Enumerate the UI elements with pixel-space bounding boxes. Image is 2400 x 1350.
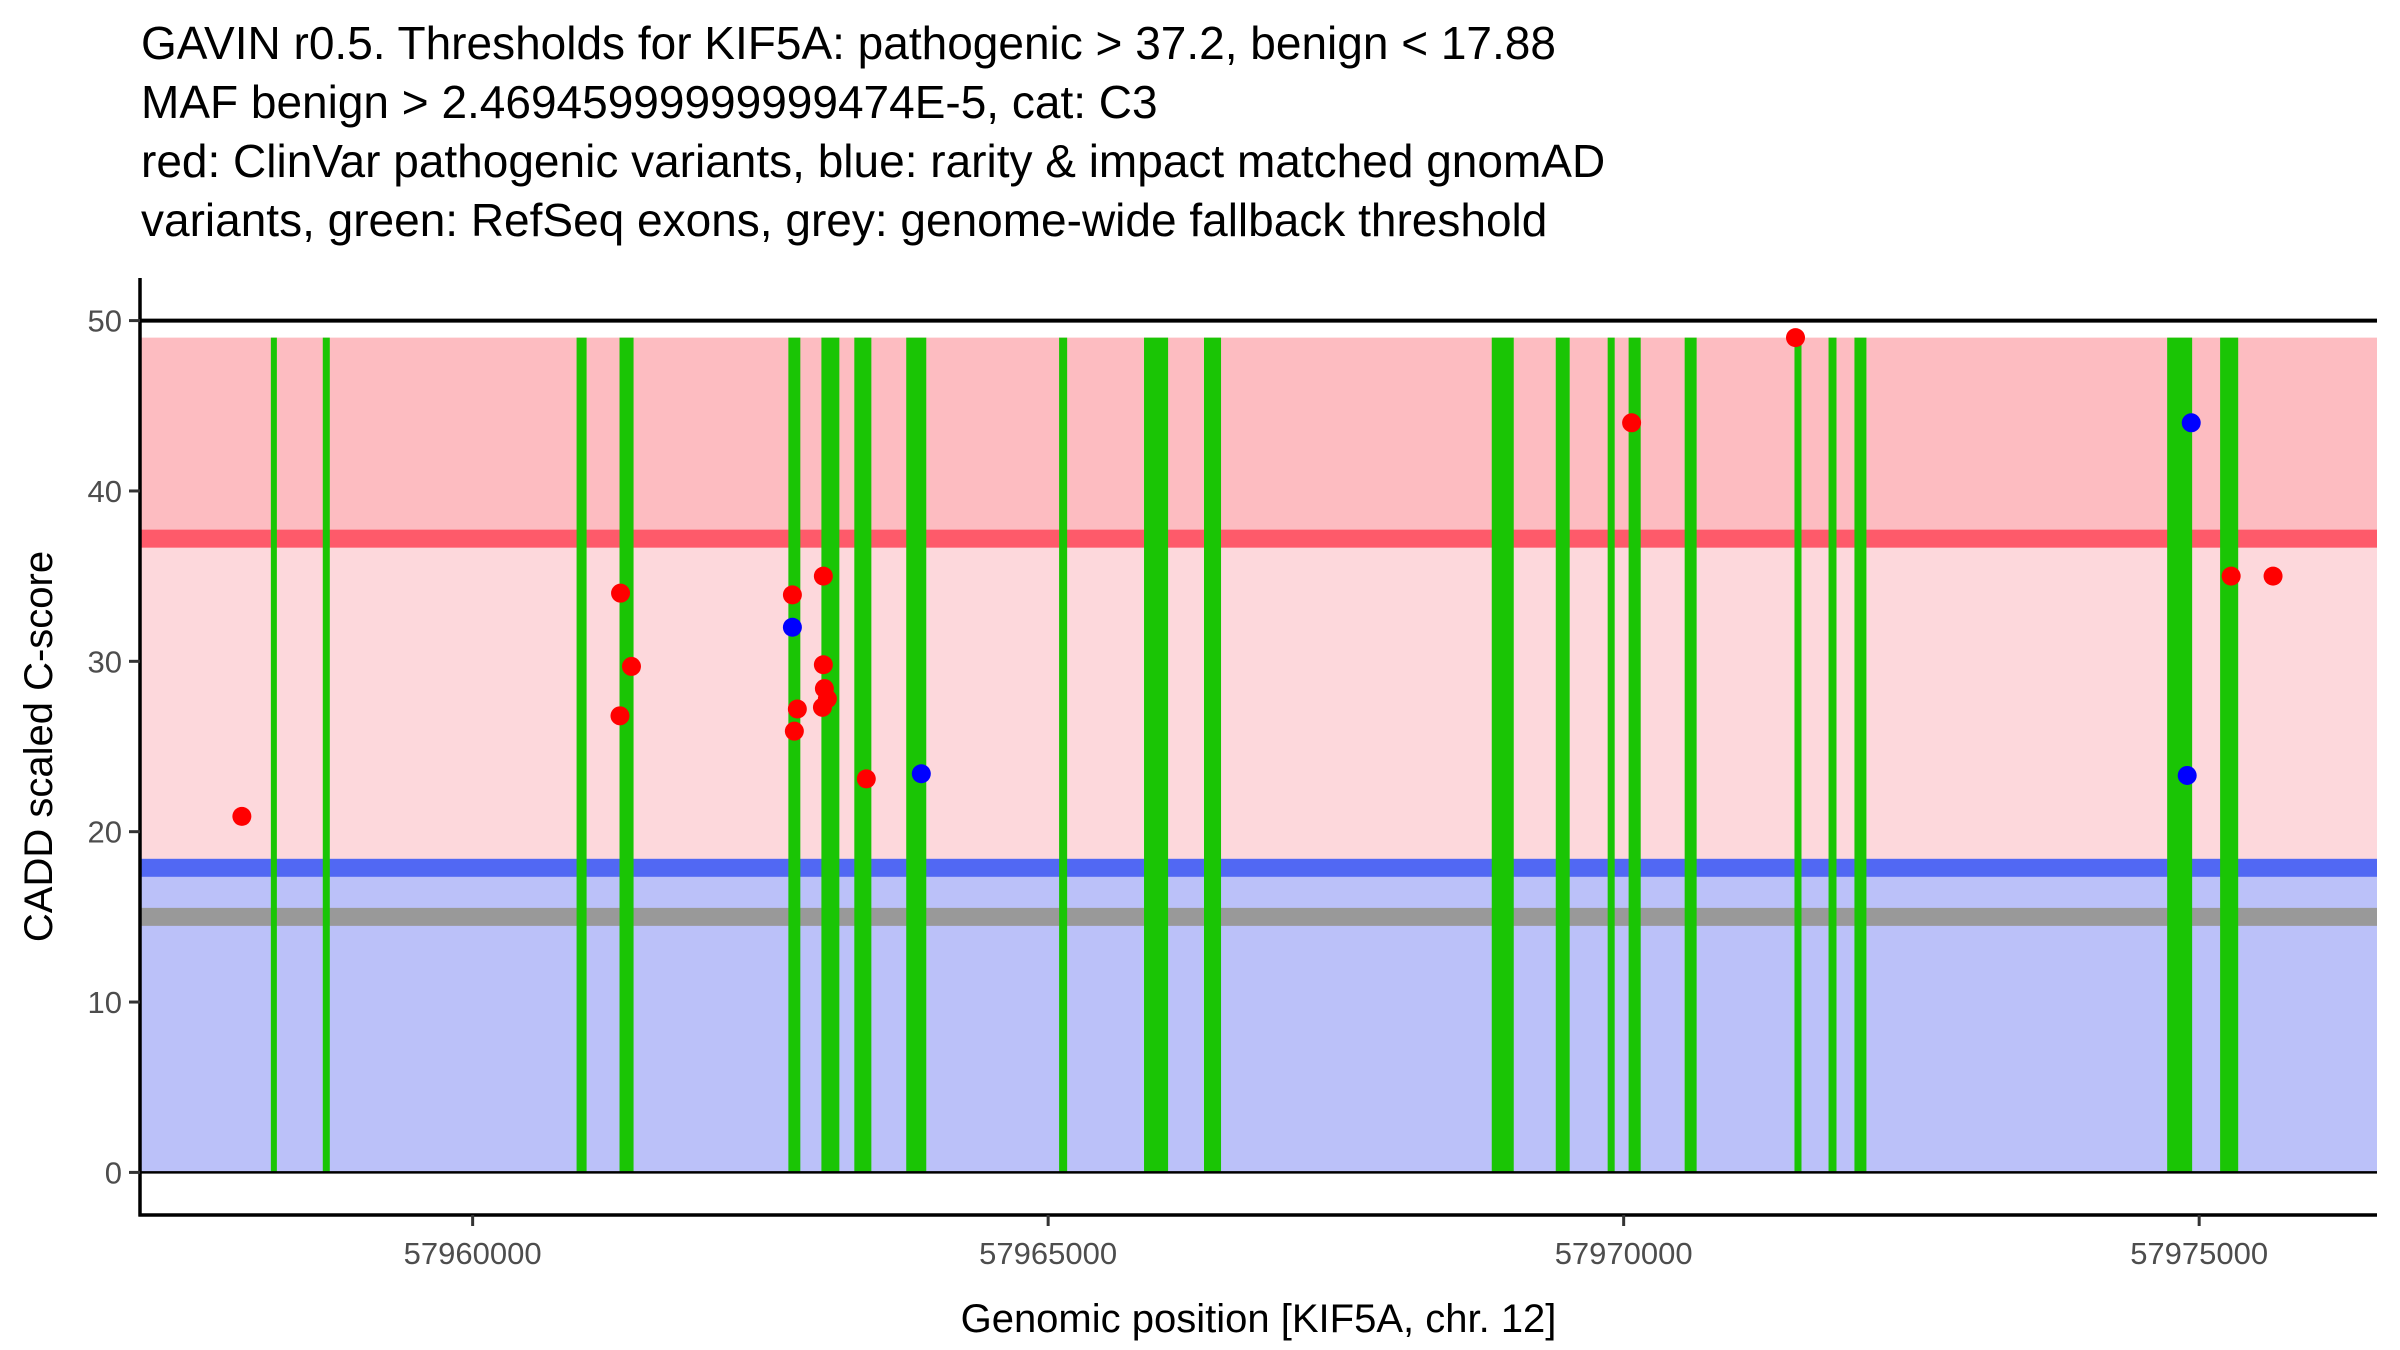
- y-axis-ticks: 0 10 20 30 40 50: [88, 304, 140, 1190]
- vus-zone: [140, 538, 2377, 868]
- y-tick-label: 0: [105, 1155, 122, 1190]
- x-tick-label: 57965000: [979, 1236, 1117, 1271]
- x-tick-label: 57975000: [2130, 1236, 2268, 1271]
- exon-bar: [1607, 337, 1615, 1173]
- pathogenic-variant-point: [784, 721, 804, 741]
- pathogenic-zone: [140, 337, 2377, 539]
- pathogenic-variant-point: [610, 706, 630, 726]
- exon-bar: [1203, 337, 1222, 1173]
- exon-bar: [619, 337, 634, 1173]
- y-tick-label: 10: [88, 985, 122, 1020]
- exon-bar: [1684, 337, 1697, 1173]
- pathogenic-variant-point: [1786, 328, 1806, 348]
- chart-title: GAVIN r0.5. Thresholds for KIF5A: pathog…: [141, 14, 1605, 250]
- pathogenic-variant-point: [232, 806, 252, 826]
- benign-threshold-line: [140, 858, 2377, 877]
- pathogenic-variant-point: [782, 585, 802, 605]
- title-line-3: red: ClinVar pathogenic variants, blue: …: [141, 135, 1606, 187]
- exon-bar: [2220, 337, 2239, 1173]
- x-axis-ticks: 57960000 57965000 57970000 57975000: [404, 1215, 2268, 1271]
- exon-bar: [788, 337, 801, 1173]
- y-axis-title: CADD scaled C-score: [17, 551, 61, 942]
- pathogenic-variant-point: [787, 699, 807, 719]
- pathogenic-variant-point: [2263, 566, 2283, 586]
- exon-bar: [2167, 337, 2193, 1173]
- gnomad-variant-point: [782, 617, 802, 637]
- y-tick-label: 30: [88, 644, 122, 679]
- zones-layer: [140, 337, 2377, 1173]
- pathogenic-variant-point: [2221, 566, 2241, 586]
- exon-bar: [1555, 337, 1570, 1173]
- exon-bar: [1854, 337, 1867, 1173]
- y-tick-label: 20: [88, 815, 122, 850]
- pathogenic-threshold-line: [140, 529, 2377, 548]
- x-tick-label: 57960000: [404, 1236, 542, 1271]
- title-line-2: MAF benign > 2.46945999999999474E-5, cat…: [141, 76, 1158, 128]
- exon-bar: [1828, 337, 1837, 1173]
- fallback-threshold-line: [140, 907, 2377, 926]
- points-layer: [232, 328, 2283, 826]
- exons-layer: [270, 337, 2239, 1173]
- pathogenic-variant-point: [813, 566, 833, 586]
- exon-bar: [576, 337, 587, 1173]
- y-tick-label: 50: [88, 304, 122, 339]
- title-line-4: variants, green: RefSeq exons, grey: gen…: [141, 194, 1548, 246]
- x-tick-label: 57970000: [1555, 1236, 1693, 1271]
- gnomad-variant-point: [911, 764, 931, 784]
- exon-bar: [322, 337, 330, 1173]
- x-axis-title: Genomic position [KIF5A, chr. 12]: [961, 1297, 1557, 1341]
- exon-bar: [821, 337, 840, 1173]
- exon-bar: [1059, 337, 1068, 1173]
- exon-bar: [1794, 337, 1802, 1173]
- gnomad-variant-point: [2181, 413, 2201, 433]
- pathogenic-variant-point: [812, 697, 832, 717]
- exon-bar: [270, 337, 277, 1173]
- exon-bar: [854, 337, 872, 1173]
- exon-bar: [906, 337, 927, 1173]
- title-line-1: GAVIN r0.5. Thresholds for KIF5A: pathog…: [141, 17, 1556, 69]
- exon-bar: [1628, 337, 1641, 1173]
- pathogenic-variant-point: [611, 583, 631, 603]
- pathogenic-variant-point: [1622, 413, 1642, 433]
- y-tick-label: 40: [88, 474, 122, 509]
- thresholds-layer: [140, 529, 2377, 926]
- exon-bar: [1491, 337, 1514, 1173]
- pathogenic-variant-point: [621, 656, 641, 676]
- exon-bar: [1144, 337, 1169, 1173]
- gnomad-variant-point: [2177, 765, 2197, 785]
- pathogenic-variant-point: [856, 769, 876, 789]
- reference-lines-layer: [140, 318, 2377, 1174]
- pathogenic-variant-point: [813, 655, 833, 675]
- axes-layer: [138, 278, 2377, 1217]
